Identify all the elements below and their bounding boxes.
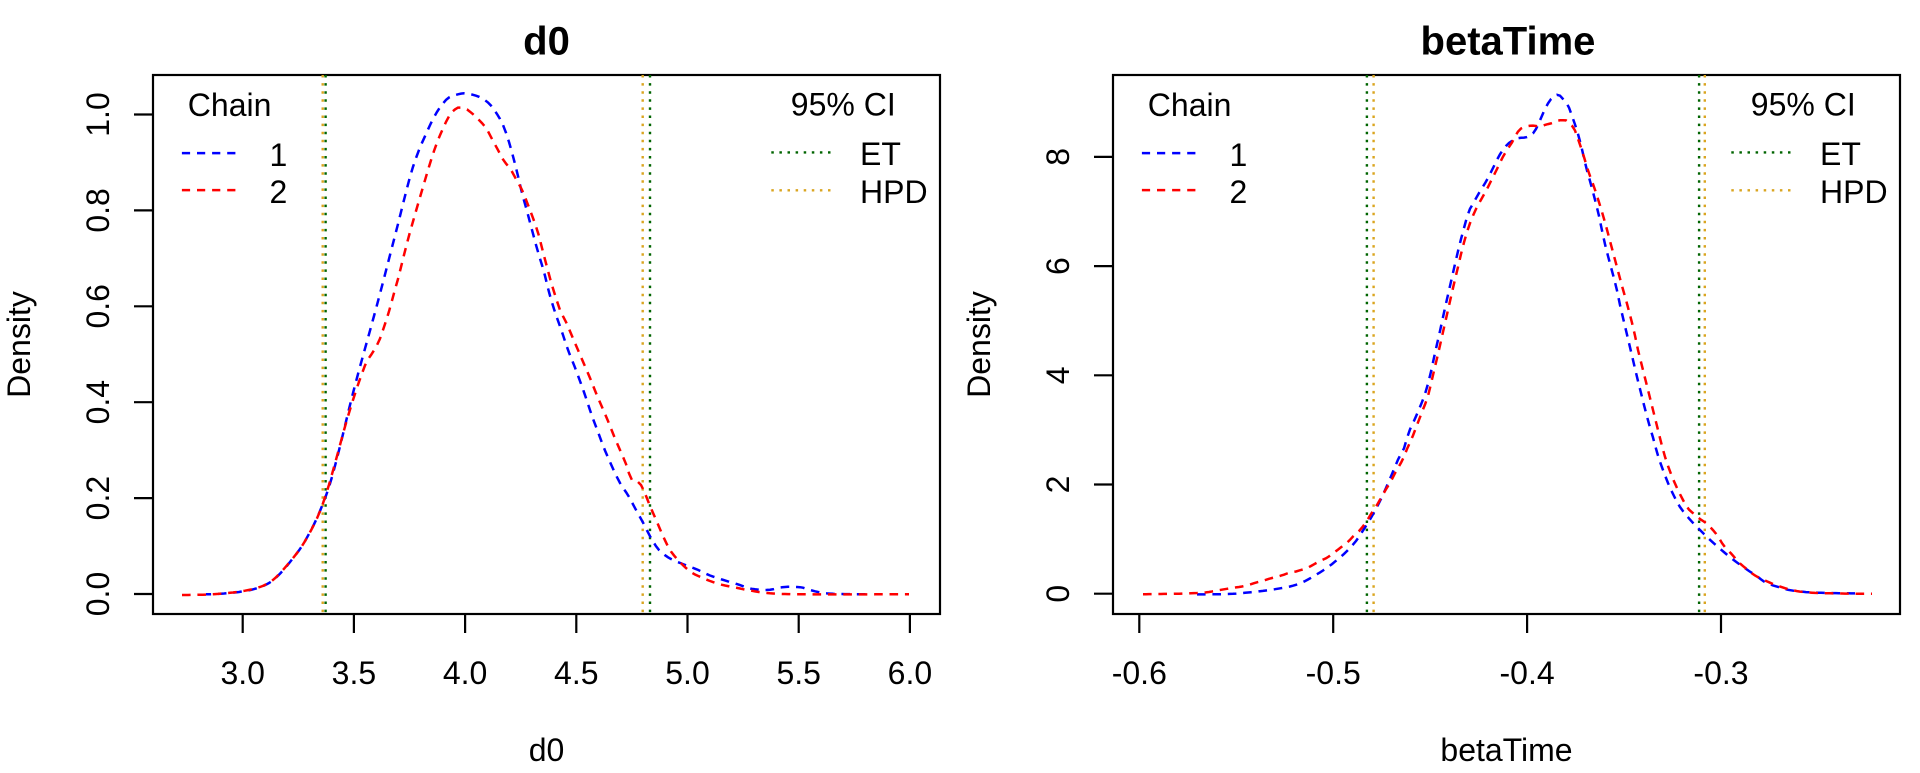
svg-text:95% CI: 95% CI bbox=[791, 87, 896, 123]
svg-text:d0: d0 bbox=[529, 732, 565, 768]
svg-text:1.0: 1.0 bbox=[80, 92, 116, 136]
svg-text:5.0: 5.0 bbox=[665, 655, 709, 691]
svg-text:HPD: HPD bbox=[860, 174, 928, 210]
svg-text:0: 0 bbox=[1040, 585, 1076, 603]
svg-text:0.8: 0.8 bbox=[80, 188, 116, 232]
svg-text:Density: Density bbox=[1, 291, 37, 398]
svg-text:Chain: Chain bbox=[1148, 87, 1232, 123]
svg-text:d0: d0 bbox=[523, 20, 570, 64]
svg-text:ET: ET bbox=[860, 136, 901, 172]
svg-text:95% CI: 95% CI bbox=[1751, 87, 1856, 123]
svg-text:4: 4 bbox=[1040, 366, 1076, 384]
svg-text:6: 6 bbox=[1040, 257, 1076, 275]
svg-text:betaTime: betaTime bbox=[1440, 732, 1572, 768]
svg-text:6.0: 6.0 bbox=[888, 655, 932, 691]
svg-text:8: 8 bbox=[1040, 148, 1076, 166]
svg-text:3.5: 3.5 bbox=[332, 655, 376, 691]
svg-text:-0.4: -0.4 bbox=[1500, 655, 1555, 691]
svg-text:2: 2 bbox=[270, 174, 288, 210]
svg-text:2: 2 bbox=[1230, 174, 1248, 210]
svg-text:1: 1 bbox=[270, 137, 288, 173]
svg-text:1: 1 bbox=[1230, 137, 1248, 173]
svg-text:5.5: 5.5 bbox=[776, 655, 820, 691]
svg-text:3.0: 3.0 bbox=[220, 655, 264, 691]
svg-text:0.6: 0.6 bbox=[80, 284, 116, 328]
svg-text:4.0: 4.0 bbox=[443, 655, 487, 691]
svg-text:Chain: Chain bbox=[188, 87, 272, 123]
svg-text:0.4: 0.4 bbox=[80, 380, 116, 424]
svg-text:Density: Density bbox=[961, 291, 997, 398]
svg-text:betaTime: betaTime bbox=[1421, 20, 1596, 64]
svg-text:-0.5: -0.5 bbox=[1306, 655, 1361, 691]
svg-text:ET: ET bbox=[1820, 136, 1861, 172]
svg-text:HPD: HPD bbox=[1820, 174, 1888, 210]
svg-text:0.0: 0.0 bbox=[80, 572, 116, 616]
svg-text:2: 2 bbox=[1040, 476, 1076, 494]
svg-text:4.5: 4.5 bbox=[554, 655, 598, 691]
svg-text:-0.3: -0.3 bbox=[1693, 655, 1748, 691]
svg-text:0.2: 0.2 bbox=[80, 476, 116, 520]
svg-text:-0.6: -0.6 bbox=[1112, 655, 1167, 691]
